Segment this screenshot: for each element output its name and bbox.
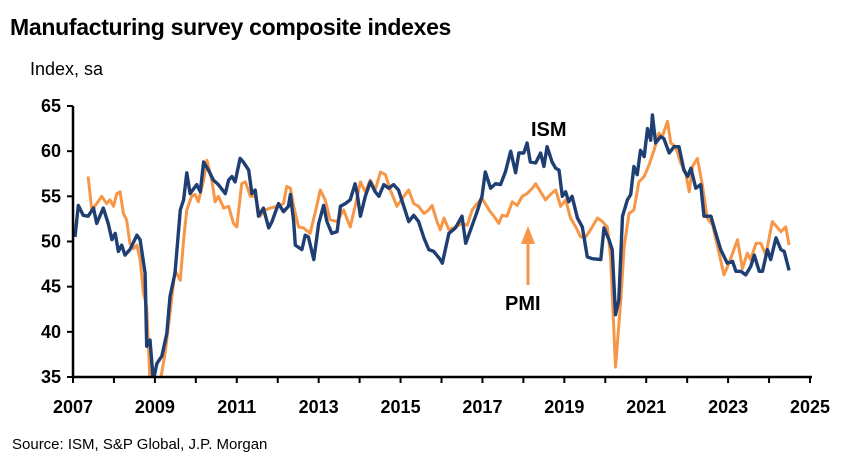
x-tick-label: 2011: [217, 397, 256, 417]
y-tick-label: 65: [41, 96, 61, 116]
ism-label: ISM: [531, 119, 567, 141]
chart-title: Manufacturing survey composite indexes: [10, 14, 452, 40]
x-tick-label: 2017: [462, 397, 502, 417]
x-tick-label: 2007: [53, 397, 93, 417]
x-tick-label: 2013: [299, 397, 339, 417]
series-line-pmi: [86, 119, 791, 377]
y-tick-label: 55: [41, 186, 61, 206]
x-tick-label: 2009: [135, 397, 175, 417]
x-tick-label: 2015: [381, 397, 421, 417]
pmi-arrow-icon: [521, 226, 535, 285]
source-note: Source: ISM, S&P Global, J.P. Morgan: [12, 436, 268, 453]
y-axis-label: Index, sa: [30, 59, 104, 79]
x-tick-label: 2019: [544, 397, 584, 417]
x-tick-label: 2023: [708, 397, 748, 417]
pmi-label: PMI: [505, 293, 541, 315]
x-tick-label: 2021: [626, 397, 666, 417]
y-tick-label: 50: [41, 232, 61, 252]
y-tick-label: 35: [41, 367, 61, 387]
y-tick-label: 60: [41, 141, 61, 161]
y-tick-label: 40: [41, 322, 61, 342]
series-line-ism: [73, 113, 791, 377]
y-tick-label: 45: [41, 277, 61, 297]
x-tick-label: 2025: [790, 397, 830, 417]
